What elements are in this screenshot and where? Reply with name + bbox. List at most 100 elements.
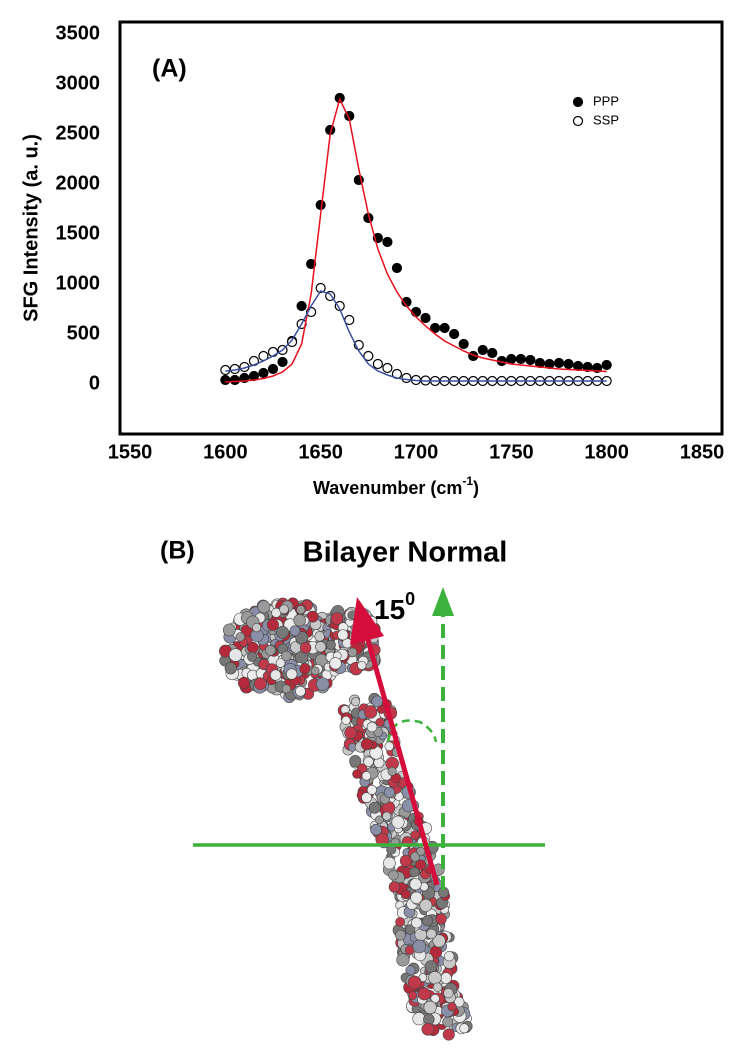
y-tick-label: 1500 [56, 222, 101, 244]
plot-frame [118, 20, 724, 436]
data-point [601, 359, 612, 371]
atom [388, 881, 401, 893]
angle-value: 15 [374, 594, 405, 625]
atom [416, 846, 426, 856]
atom [330, 612, 344, 625]
y-tick-label: 0 [89, 372, 100, 394]
data-point [229, 374, 240, 386]
atom [341, 715, 351, 726]
data-point [277, 356, 288, 368]
atom [387, 766, 397, 776]
atom [435, 913, 447, 925]
atom [237, 676, 251, 689]
atom [375, 717, 385, 727]
helix-arrowhead [350, 597, 384, 645]
data-point [525, 354, 536, 366]
atom [281, 684, 291, 694]
data-point [296, 300, 307, 312]
atom [352, 769, 362, 779]
atom [224, 662, 237, 675]
data-point [477, 344, 488, 356]
data-point [401, 372, 412, 384]
atom [363, 756, 374, 767]
atom [442, 1016, 454, 1028]
atom [228, 648, 243, 662]
atom [411, 917, 423, 929]
atom [286, 668, 298, 680]
atom [423, 1000, 437, 1014]
atom [399, 854, 412, 867]
x-tick-label: 1750 [489, 441, 534, 463]
data-point [506, 353, 517, 365]
legend-label: PPP [593, 93, 619, 108]
data-point [458, 338, 469, 350]
atom [344, 726, 357, 740]
atom [408, 991, 418, 1001]
atom [306, 610, 319, 623]
atom [405, 924, 416, 935]
data-point [315, 282, 326, 294]
atom [391, 815, 405, 829]
atom [266, 618, 279, 631]
atom [417, 987, 431, 1001]
data-point [382, 236, 393, 248]
atom [421, 1022, 435, 1036]
atom [432, 934, 446, 948]
legend-marker [572, 115, 584, 127]
atom [419, 899, 433, 912]
data-point [563, 358, 574, 370]
legend-label: SSP [593, 112, 619, 127]
atom [410, 830, 421, 840]
atom [337, 629, 349, 641]
atom [363, 705, 378, 719]
molecule [219, 597, 473, 1041]
data-point [306, 258, 317, 270]
atom [440, 972, 452, 984]
normal-label: Bilayer Normal [303, 537, 508, 569]
data-point [363, 350, 374, 362]
atom [279, 604, 289, 615]
atom [257, 600, 271, 614]
atom [366, 784, 377, 795]
atom [384, 741, 394, 752]
atom [314, 631, 325, 642]
atom [374, 815, 384, 825]
x-tick-label: 1850 [680, 441, 725, 463]
panel-b-label: (B) [160, 537, 195, 565]
data-point [410, 306, 422, 318]
atom [395, 917, 405, 927]
atom [410, 851, 421, 862]
atom [270, 669, 282, 681]
atom [361, 792, 372, 804]
atom [401, 889, 411, 900]
x-tick-label: 1550 [108, 441, 153, 463]
atom [275, 658, 286, 668]
y-tick-label: 1000 [56, 272, 101, 294]
data-point [391, 262, 403, 274]
data-point [449, 328, 460, 340]
atom [453, 996, 465, 1008]
x-tick-label: 1650 [298, 441, 343, 463]
atom [247, 641, 259, 654]
data-point [267, 363, 279, 375]
atom [351, 697, 361, 707]
atom [264, 644, 276, 656]
atom [235, 632, 245, 642]
angle-label: 150 [374, 589, 415, 626]
atom [444, 951, 455, 962]
data-point [372, 358, 383, 370]
x-label-sup: -1 [462, 474, 473, 488]
data-point [439, 322, 450, 334]
atom [299, 642, 312, 654]
atom [281, 650, 292, 662]
data-point [420, 312, 431, 324]
y-tick-label: 2500 [56, 122, 101, 144]
atom [296, 605, 306, 615]
panel-label: (A) [152, 55, 187, 83]
atom [396, 953, 410, 967]
atom [329, 657, 342, 670]
atom [382, 811, 392, 821]
data-point [515, 353, 526, 365]
